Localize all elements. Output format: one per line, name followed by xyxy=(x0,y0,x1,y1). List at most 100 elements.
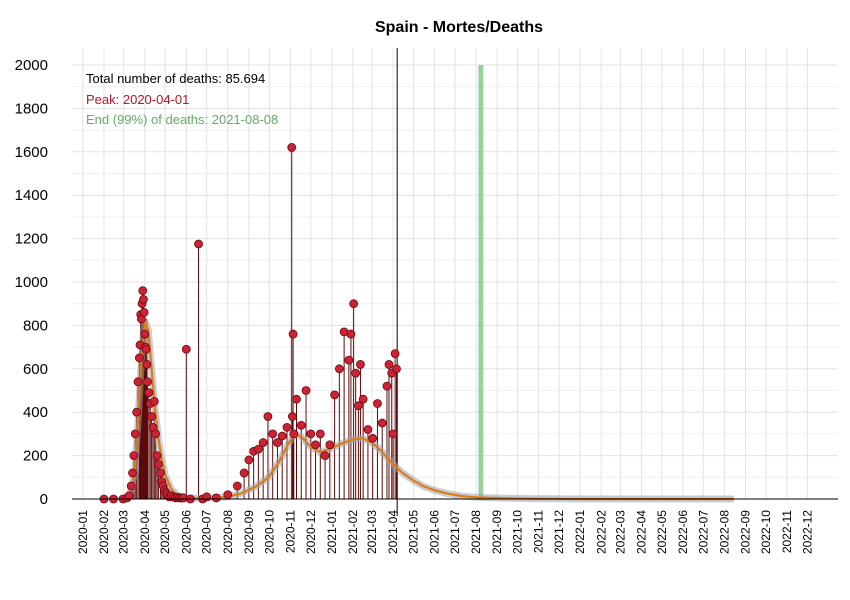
data-point xyxy=(373,399,382,408)
data-point xyxy=(130,429,140,439)
x-tick-label: 2021-06 xyxy=(428,510,442,554)
x-tick-label: 2022-08 xyxy=(717,510,731,554)
x-tick-label: 2022-05 xyxy=(655,510,669,554)
x-tick-label: 2021-10 xyxy=(511,510,525,554)
x-tick-label: 2022-09 xyxy=(738,510,752,554)
data-point xyxy=(306,429,316,439)
x-tick-label: 2021-05 xyxy=(407,510,421,554)
end-annotation: End (99%) of deaths: 2021-08-08 xyxy=(86,112,278,127)
y-tick-label: 400 xyxy=(23,404,48,421)
x-tick-label: 2020-04 xyxy=(138,510,152,554)
chart-title: Spain - Mortes/Deaths xyxy=(375,19,543,36)
x-tick-label: 2022-10 xyxy=(759,510,773,554)
data-point xyxy=(287,143,297,152)
data-point xyxy=(143,377,152,387)
x-tick-label: 2022-06 xyxy=(676,510,690,554)
total-deaths-annotation: Total number of deaths: 85.694 xyxy=(86,71,265,86)
data-point xyxy=(358,394,368,404)
data-point xyxy=(292,394,301,404)
x-tick-label: 2020-10 xyxy=(262,510,276,554)
data-point xyxy=(132,407,142,417)
data-point xyxy=(239,468,249,478)
data-point xyxy=(351,368,361,378)
y-tick-label: 200 xyxy=(23,448,48,465)
y-tick-labels: 0 200 400 600 800 1000 1200 1400 1600 1800 2000 xyxy=(15,57,48,508)
x-tick-label: 2022-03 xyxy=(613,510,627,554)
data-point xyxy=(129,451,139,461)
data-point xyxy=(289,429,299,439)
data-point xyxy=(382,381,392,391)
data-point xyxy=(315,429,325,439)
x-tick-label: 2022-02 xyxy=(594,510,608,554)
data-point xyxy=(363,425,373,434)
data-point xyxy=(384,360,394,369)
data-point xyxy=(142,360,152,369)
x-tick-label: 2020-09 xyxy=(242,510,256,554)
data-point xyxy=(156,468,165,478)
x-tick-label: 2021-02 xyxy=(346,510,360,554)
x-tick-label: 2021-07 xyxy=(448,510,462,554)
y-tick-label: 0 xyxy=(40,491,48,508)
data-point xyxy=(211,493,221,503)
x-tick-label: 2021-03 xyxy=(365,510,379,554)
data-point xyxy=(356,360,365,369)
x-tick-label: 2022-01 xyxy=(573,510,587,554)
data-point xyxy=(353,401,363,411)
data-point xyxy=(139,294,148,304)
data-point xyxy=(244,455,254,465)
data-point xyxy=(133,377,143,387)
fitted-curve-group xyxy=(121,317,734,503)
x-tick-label: 2021-01 xyxy=(325,510,339,554)
data-point xyxy=(144,388,154,398)
x-tick-label: 2020-08 xyxy=(221,510,235,554)
data-point xyxy=(124,491,134,501)
data-point xyxy=(349,299,359,309)
data-point xyxy=(232,481,242,491)
y-tick-label: 2000 xyxy=(15,57,48,74)
grid xyxy=(72,48,838,500)
end-bar xyxy=(478,65,484,499)
data-point xyxy=(388,429,398,439)
data-point xyxy=(282,422,292,432)
x-tick-label: 2021-09 xyxy=(490,510,504,554)
data-point xyxy=(288,329,298,339)
data-point xyxy=(147,412,156,421)
data-point xyxy=(377,418,387,428)
y-tick-label: 800 xyxy=(23,317,48,334)
data-point xyxy=(288,412,297,421)
data-point xyxy=(344,355,354,365)
x-tick-label: 2022-04 xyxy=(634,510,648,554)
x-tick-label: 2020-06 xyxy=(179,510,193,554)
x-tick-labels: 2020-01 2020-02 2020-03 2020-04 2020-05 2020-… xyxy=(76,510,815,554)
data-point xyxy=(151,429,161,439)
data-point xyxy=(296,420,306,430)
observed-points xyxy=(99,143,401,504)
data-point xyxy=(194,239,203,249)
x-tick-label: 2022-11 xyxy=(780,510,794,553)
data-point xyxy=(330,390,339,400)
data-point xyxy=(138,286,148,296)
x-tick-label: 2021-12 xyxy=(552,510,566,554)
x-tick-label: 2020-11 xyxy=(283,510,297,553)
data-point xyxy=(390,349,400,359)
y-tick-label: 1000 xyxy=(15,274,48,291)
x-tick-label: 2022-12 xyxy=(800,510,814,554)
data-point xyxy=(141,344,151,354)
data-point xyxy=(223,490,233,500)
x-tick-label: 2020-05 xyxy=(158,510,172,554)
data-point xyxy=(134,353,144,363)
y-tick-label: 1200 xyxy=(15,231,48,248)
data-point xyxy=(202,492,212,502)
x-tick-label: 2020-12 xyxy=(304,510,318,554)
data-point xyxy=(181,344,191,354)
data-point xyxy=(268,429,278,439)
data-point xyxy=(392,364,401,374)
data-point xyxy=(152,451,162,461)
data-point xyxy=(153,459,163,469)
data-point xyxy=(258,438,268,447)
x-tick-label: 2021-04 xyxy=(386,510,400,554)
data-point xyxy=(128,468,137,478)
data-point xyxy=(140,329,150,339)
data-point xyxy=(346,329,356,339)
x-tick-label: 2021-08 xyxy=(469,510,483,554)
